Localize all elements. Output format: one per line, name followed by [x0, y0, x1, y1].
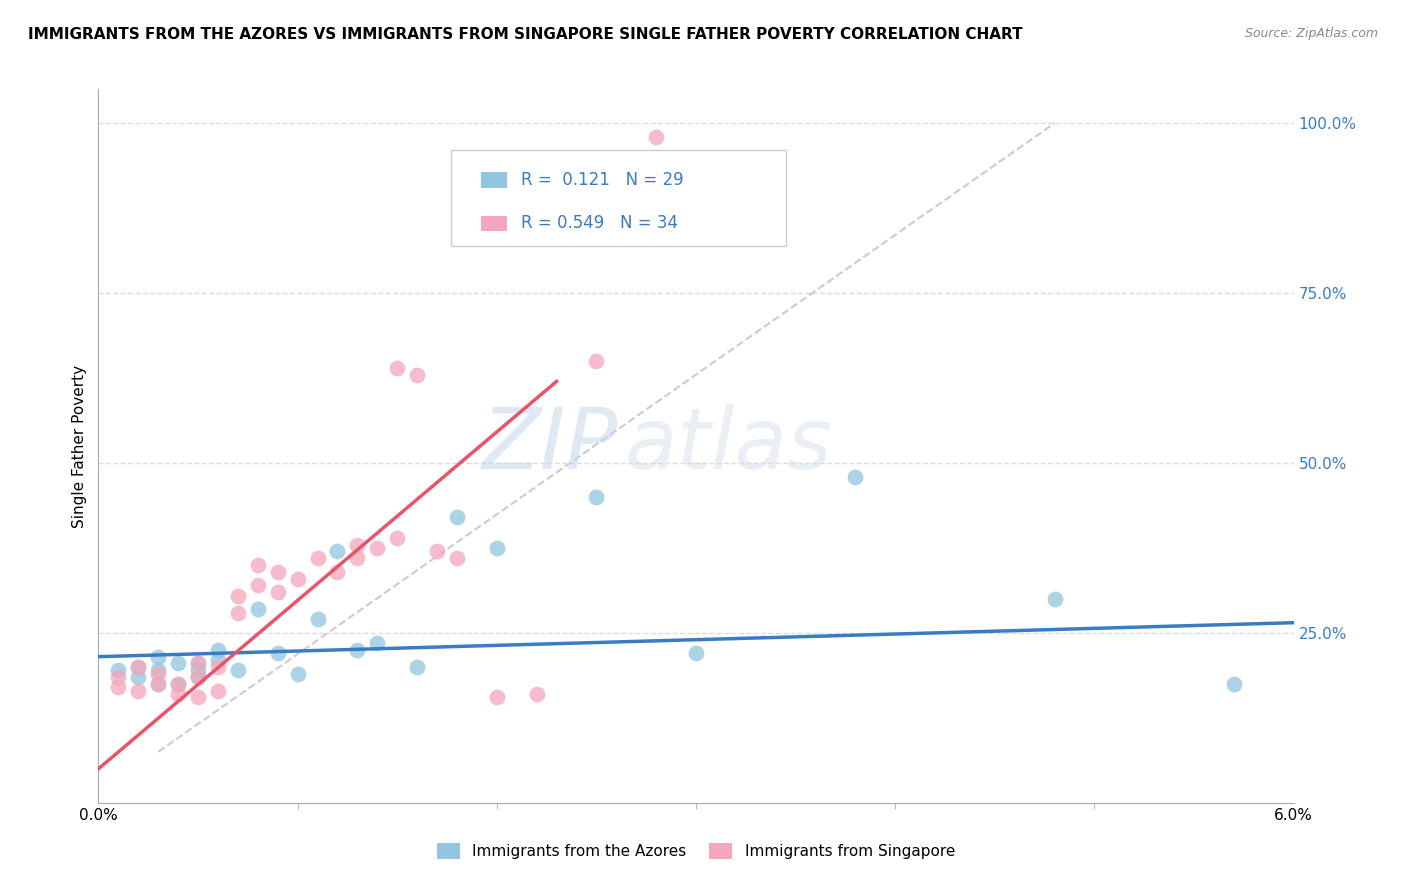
Point — [107, 680, 129, 694]
Point — [446, 510, 468, 524]
Point — [366, 636, 388, 650]
Point — [346, 643, 368, 657]
FancyBboxPatch shape — [481, 216, 508, 231]
Point — [685, 646, 707, 660]
Point — [167, 677, 190, 691]
Y-axis label: Single Father Poverty: Single Father Poverty — [72, 365, 87, 527]
Point — [346, 551, 368, 566]
Point — [267, 565, 290, 579]
Point — [187, 670, 209, 684]
Point — [446, 551, 468, 566]
Point — [148, 649, 170, 664]
Point — [385, 531, 409, 545]
Text: Source: ZipAtlas.com: Source: ZipAtlas.com — [1244, 27, 1378, 40]
Point — [187, 657, 209, 671]
Point — [326, 565, 349, 579]
Text: R = 0.549   N = 34: R = 0.549 N = 34 — [522, 214, 679, 232]
Point — [346, 537, 368, 551]
Point — [246, 558, 269, 572]
Point — [287, 572, 309, 586]
Point — [585, 354, 607, 368]
Point — [326, 544, 349, 558]
Point — [1223, 677, 1246, 691]
Point — [187, 657, 209, 671]
Point — [485, 690, 508, 705]
Point — [406, 660, 429, 674]
Point — [267, 646, 290, 660]
Point — [585, 490, 607, 504]
Legend: Immigrants from the Azores, Immigrants from Singapore: Immigrants from the Azores, Immigrants f… — [437, 844, 955, 859]
Point — [307, 551, 329, 566]
Point — [127, 683, 149, 698]
Point — [246, 602, 269, 616]
FancyBboxPatch shape — [481, 172, 508, 187]
Point — [226, 663, 249, 677]
Point — [426, 544, 449, 558]
Point — [127, 660, 149, 674]
Point — [267, 585, 290, 599]
Point — [246, 578, 269, 592]
Point — [226, 606, 249, 620]
Point — [645, 129, 668, 144]
Point — [148, 663, 170, 677]
Point — [207, 643, 229, 657]
Point — [526, 687, 548, 701]
Point — [148, 677, 170, 691]
Point — [148, 677, 170, 691]
Point — [207, 660, 229, 674]
Point — [167, 677, 190, 691]
Point — [385, 360, 409, 375]
Text: atlas: atlas — [624, 404, 832, 488]
Point — [187, 670, 209, 684]
Point — [187, 663, 209, 677]
Point — [366, 541, 388, 555]
Point — [307, 612, 329, 626]
Point — [226, 589, 249, 603]
Point — [1043, 591, 1066, 606]
Point — [207, 683, 229, 698]
Text: R =  0.121   N = 29: R = 0.121 N = 29 — [522, 171, 685, 189]
Point — [207, 653, 229, 667]
Text: IMMIGRANTS FROM THE AZORES VS IMMIGRANTS FROM SINGAPORE SINGLE FATHER POVERTY CO: IMMIGRANTS FROM THE AZORES VS IMMIGRANTS… — [28, 27, 1022, 42]
Point — [844, 469, 866, 483]
Point — [406, 368, 429, 382]
Point — [167, 657, 190, 671]
Point — [107, 663, 129, 677]
Point — [287, 666, 309, 681]
Point — [127, 670, 149, 684]
Text: ZIP: ZIP — [482, 404, 619, 488]
Point — [127, 660, 149, 674]
Point — [107, 670, 129, 684]
Point — [485, 541, 508, 555]
FancyBboxPatch shape — [451, 150, 786, 246]
Point — [167, 687, 190, 701]
Point — [148, 666, 170, 681]
Point — [187, 690, 209, 705]
